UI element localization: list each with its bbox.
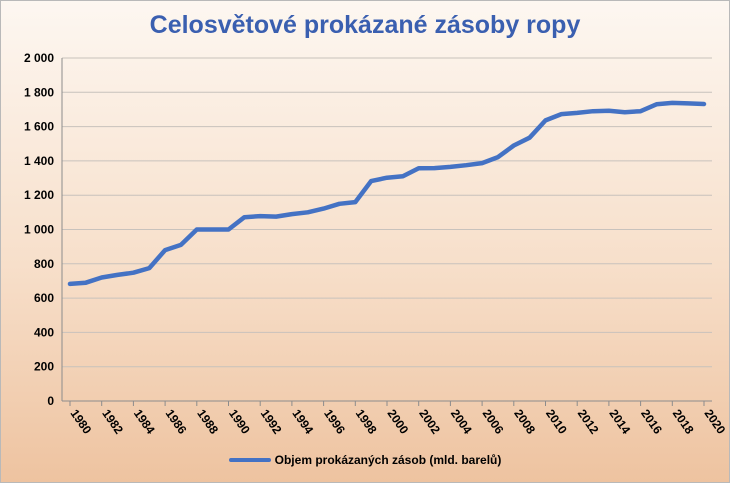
x-tick-label: 1988 bbox=[194, 407, 221, 437]
x-tick-label: 1994 bbox=[289, 407, 316, 437]
x-tick-label: 1996 bbox=[321, 407, 348, 437]
x-tick-label: 2016 bbox=[638, 407, 665, 437]
x-tick-label: 2012 bbox=[575, 407, 602, 437]
x-tick-label: 2018 bbox=[670, 407, 697, 437]
y-tick-label: 800 bbox=[34, 257, 54, 271]
x-tick-label: 2002 bbox=[416, 407, 443, 437]
y-tick-label: 200 bbox=[34, 360, 54, 374]
y-tick-label: 1 200 bbox=[24, 188, 54, 202]
legend-label: Objem prokázaných zásob (mld. barelů) bbox=[274, 453, 502, 467]
legend: Objem prokázaných zásob (mld. barelů) bbox=[1, 453, 729, 467]
x-tick-label: 1982 bbox=[99, 407, 126, 437]
x-tick-label: 2010 bbox=[543, 407, 570, 437]
series-line bbox=[67, 100, 707, 287]
x-tick-label: 1984 bbox=[131, 407, 158, 437]
x-tick-label: 2020 bbox=[702, 407, 729, 437]
x-tick-label: 2004 bbox=[448, 407, 475, 437]
y-tick-label: 400 bbox=[34, 325, 54, 339]
chart-title: Celosvětové prokázané zásoby ropy bbox=[149, 11, 581, 39]
y-tick-label: 1 800 bbox=[24, 85, 54, 99]
legend-swatch bbox=[228, 458, 271, 462]
x-tick-label: 1990 bbox=[226, 407, 253, 437]
x-tick-label: 2014 bbox=[606, 407, 633, 437]
x-tick-label: 2008 bbox=[511, 407, 538, 437]
y-tick-label: 600 bbox=[34, 291, 54, 305]
y-tick-label: 2 000 bbox=[24, 51, 54, 65]
x-tick-label: 1980 bbox=[68, 407, 95, 437]
x-tick-label: 1998 bbox=[353, 407, 380, 437]
y-tick-label: 0 bbox=[47, 394, 54, 408]
y-tick-label: 1 400 bbox=[24, 154, 54, 168]
x-tick-label: 2006 bbox=[480, 407, 507, 437]
y-tick-label: 1 600 bbox=[24, 120, 54, 134]
y-tick-label: 1 000 bbox=[24, 223, 54, 237]
x-tick-label: 1986 bbox=[163, 407, 190, 437]
x-tick-label: 2000 bbox=[385, 407, 412, 437]
x-tick-label: 1992 bbox=[258, 407, 285, 437]
